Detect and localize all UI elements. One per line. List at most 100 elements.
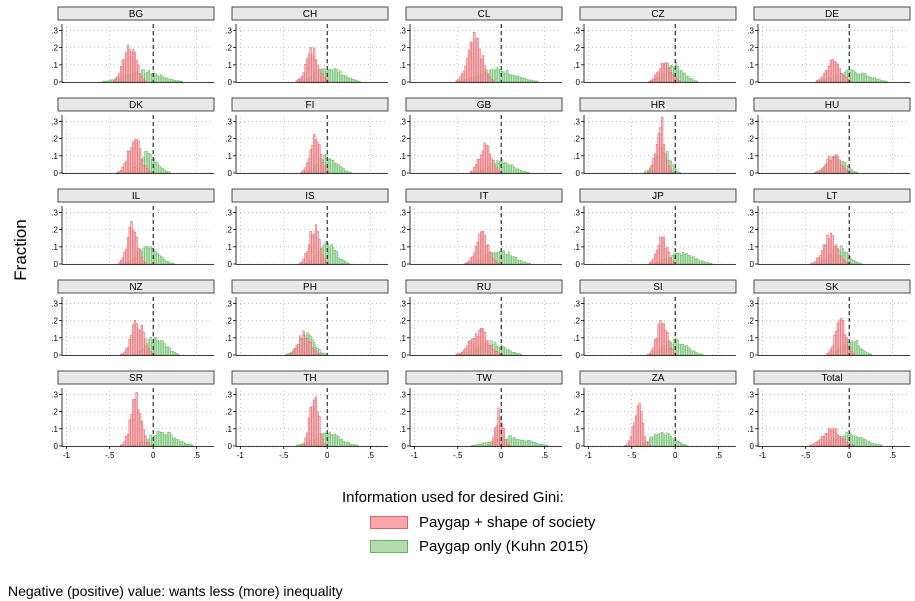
histogram-bar-pink	[494, 350, 497, 356]
histogram-bar-pink	[814, 442, 817, 447]
x-tick-label: 0	[325, 451, 330, 460]
histogram-bar-green	[358, 80, 361, 83]
histogram-bar-pink	[302, 72, 305, 83]
histogram-bar-green	[692, 256, 695, 265]
histogram-bar-pink	[664, 330, 667, 356]
histogram-bar-pink	[490, 157, 493, 174]
y-tick-label: 0	[402, 442, 407, 451]
histogram-bar-pink	[492, 258, 495, 265]
histogram-bar-pink	[480, 154, 483, 174]
histogram-bar-pink	[316, 64, 319, 83]
y-tick-label: 0	[228, 351, 233, 360]
histogram-bar-green	[173, 352, 177, 356]
panel-title: JP	[652, 191, 664, 202]
histogram-bar-green	[149, 154, 152, 174]
histogram-bar-pink	[137, 409, 140, 447]
panel-title: FI	[306, 100, 315, 111]
histogram-bar-pink	[821, 168, 824, 174]
histogram-bar-pink	[661, 237, 664, 265]
histogram-bar-green	[523, 440, 526, 447]
histogram-bar-pink	[671, 171, 674, 174]
histogram-bar-pink	[137, 328, 140, 356]
histogram-bar-pink	[824, 70, 827, 83]
histogram-bar-pink	[661, 116, 664, 174]
histogram-bar-pink	[487, 74, 490, 83]
histogram-bar-pink	[833, 335, 836, 356]
histogram-bar-pink	[132, 141, 135, 174]
histogram-bar-green	[871, 443, 874, 447]
histogram-bar-green	[861, 72, 864, 83]
y-tick-label: .1	[225, 243, 232, 252]
histogram-bar-pink	[664, 153, 667, 174]
histogram-bar-green	[156, 431, 159, 447]
histogram-bar-green	[859, 347, 862, 356]
histogram-bar-green	[476, 444, 479, 447]
histogram-bar-pink	[304, 338, 307, 356]
histogram-bar-pink	[815, 258, 819, 265]
y-tick-label: .2	[51, 226, 58, 235]
histogram-bar-green	[869, 77, 873, 83]
histogram-bar-pink	[494, 260, 497, 265]
histogram-bar-pink	[309, 149, 312, 174]
histogram-bar-green	[354, 80, 357, 83]
histogram-bar-pink	[144, 80, 147, 83]
histogram-bar-green	[669, 436, 672, 447]
histogram-bar-green	[695, 352, 699, 356]
histogram-bar-green	[655, 434, 659, 447]
histogram-bar-pink	[139, 148, 142, 174]
y-tick-label: .3	[225, 299, 232, 308]
y-tick-label: 0	[576, 260, 581, 269]
panel-header	[405, 188, 563, 203]
histogram-bar-pink	[842, 319, 845, 356]
y-tick-label: .2	[225, 317, 232, 326]
histogram-bar-pink	[487, 145, 490, 174]
histogram-bar-pink	[316, 142, 319, 174]
histogram-bar-pink	[845, 261, 848, 265]
histogram-bar-pink	[829, 429, 833, 447]
y-tick-label: 0	[750, 260, 755, 269]
histogram-bar-pink	[650, 164, 653, 174]
histogram-bar-pink	[323, 258, 326, 265]
y-tick-label: .1	[747, 243, 754, 252]
y-tick-label: 0	[54, 351, 59, 360]
histogram-bar-pink	[139, 249, 142, 265]
panel-header	[231, 97, 389, 112]
panel-header	[405, 370, 563, 385]
histogram-bar-pink	[126, 346, 130, 356]
histogram-bar-pink	[321, 254, 324, 265]
histogram-bar-green	[177, 439, 180, 447]
histogram-bar-pink	[634, 415, 638, 447]
histogram-bar-pink	[843, 167, 846, 174]
histogram-bar-pink	[466, 262, 469, 265]
histogram-bar-pink	[835, 428, 838, 447]
histogram-bar-green	[507, 74, 511, 83]
histogram-bar-green	[321, 352, 324, 356]
histogram-bar-green	[340, 439, 344, 447]
histogram-bar-green	[154, 435, 157, 447]
histogram-bar-pink	[655, 249, 659, 265]
histogram-bar-green	[671, 164, 674, 174]
histogram-bar-green	[513, 352, 516, 356]
histogram-bar-pink	[146, 168, 149, 174]
histogram-bar-green	[173, 80, 177, 83]
histogram-bar-green	[520, 354, 523, 356]
histogram-bar-green	[163, 169, 166, 174]
histogram-bar-green	[511, 256, 514, 265]
y-tick-label: .3	[225, 208, 232, 217]
histogram-bar-pink	[669, 169, 672, 174]
histogram-bar-green	[507, 165, 511, 174]
panel-dk: DK .3 .2 .1 0	[51, 97, 215, 178]
histogram-bar-green	[330, 244, 333, 265]
x-tick-label: -.5	[453, 451, 463, 460]
histogram-bar-pink	[810, 444, 813, 447]
panel-sr: SR .3 .2 .1 0 -1 -.5 0 .5	[51, 370, 215, 460]
histogram-bar-pink	[838, 435, 841, 447]
histogram-bar-pink	[473, 31, 476, 83]
y-tick-label: .2	[747, 226, 754, 235]
histogram-bar-green	[506, 70, 509, 83]
histogram-bar-pink	[464, 347, 467, 356]
y-tick-label: .3	[747, 208, 754, 217]
histogram-bar-green	[481, 442, 485, 447]
histogram-bar-pink	[490, 253, 493, 265]
histogram-bar-pink	[455, 353, 459, 356]
